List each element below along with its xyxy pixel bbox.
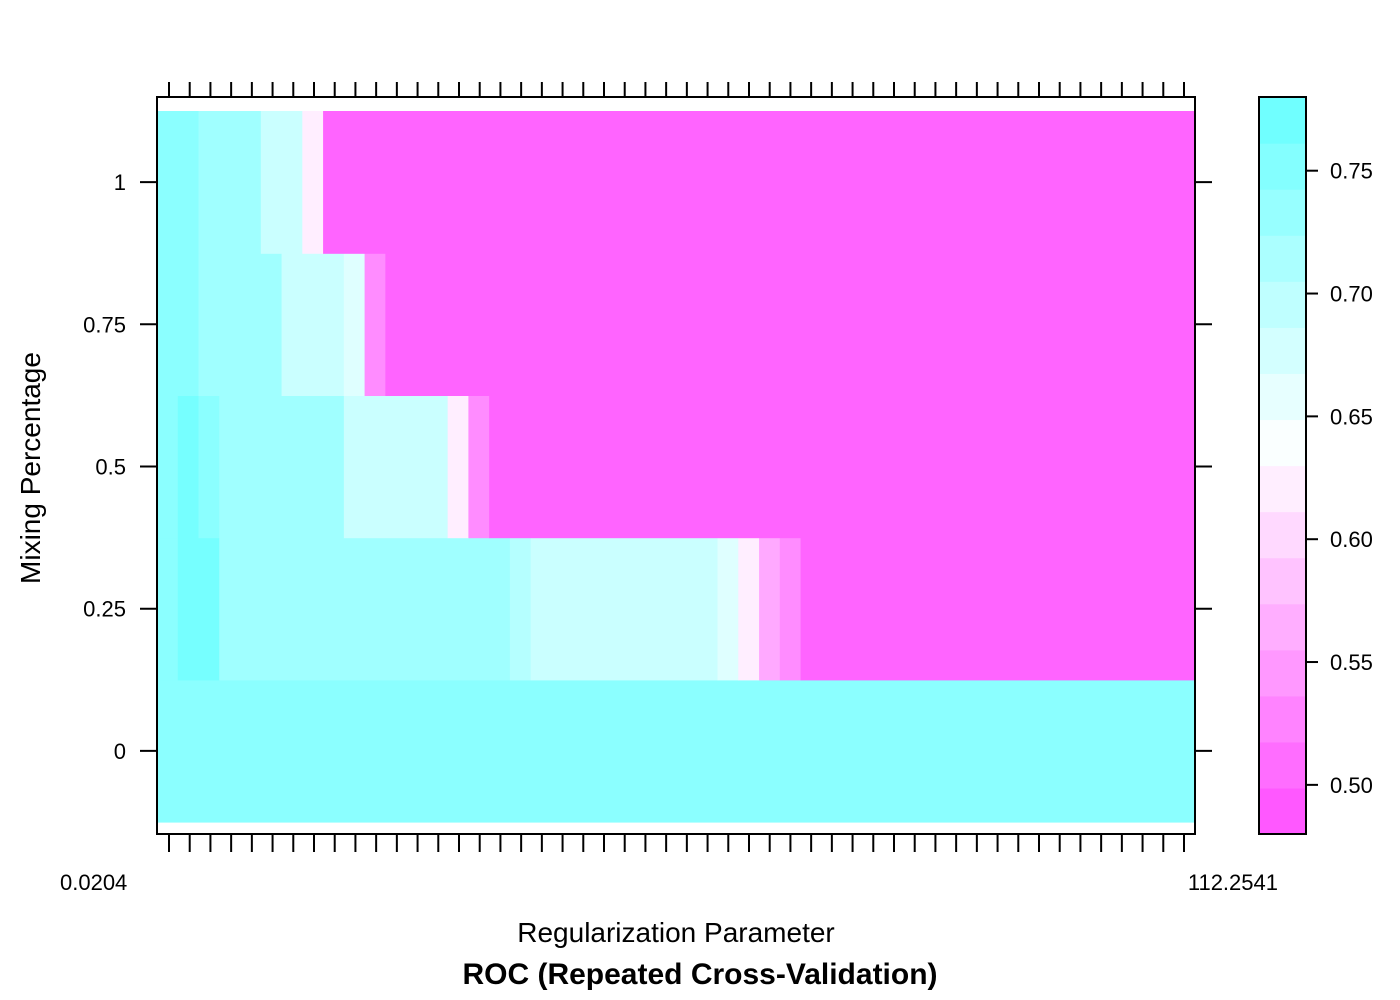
y-axis-ticks — [140, 181, 1212, 752]
heatmap-cell-row2-seg0 — [157, 395, 179, 539]
heatmap-cell-row3-seg4 — [364, 253, 386, 396]
chart-title: ROC (Repeated Cross-Validation) — [462, 958, 937, 991]
heatmap-cell-row2-seg4 — [343, 395, 449, 539]
colorbar-tick-label: 0.60 — [1330, 527, 1373, 552]
colorbar-band — [1259, 235, 1306, 282]
y-axis-title: Mixing Percentage — [15, 352, 46, 584]
heatmap-cell-row1-seg2 — [219, 537, 511, 681]
heatmap-cell-row4-seg0 — [157, 111, 200, 254]
colorbar-band — [1259, 419, 1306, 467]
colorbar-band — [1259, 511, 1306, 559]
colorbar: 0.50 0.55 0.60 0.65 0.70 0.75 — [1258, 96, 1373, 835]
heatmap-cell-row4-seg1 — [198, 111, 262, 254]
heatmap-cell-row1-seg6 — [738, 537, 760, 681]
heatmap-cell-row4-seg3 — [302, 111, 324, 254]
heatmap-cell-row3-seg5 — [385, 253, 1196, 396]
colorbar-tick-label: 0.55 — [1330, 650, 1373, 675]
colorbar-band — [1259, 281, 1306, 328]
x-axis-tick-labels: 0.0204 112.2541 — [60, 870, 1278, 895]
colorbar-band — [1259, 603, 1306, 651]
y-tick-label: 0.75 — [83, 312, 126, 337]
colorbar-band — [1259, 649, 1306, 697]
colorbar-band — [1259, 97, 1306, 144]
heatmap-cell-row4-seg2 — [260, 111, 303, 254]
heatmap-cell-row1-seg7 — [759, 537, 781, 681]
colorbar-tick-label: 0.75 — [1330, 159, 1373, 184]
y-axis-tick-labels: 0 0.25 0.5 0.75 1 — [83, 170, 126, 764]
heatmap-cell-row4-seg4 — [323, 111, 1196, 254]
heatmap-cell-row2-seg7 — [489, 395, 1196, 539]
heatmap-cell-row3-seg0 — [157, 253, 200, 396]
heatmap-cell-row3-seg3 — [343, 253, 366, 396]
y-tick-label: 1 — [114, 170, 126, 195]
heatmap-cell-row1-seg4 — [530, 537, 719, 681]
heatmap-cell-row1-seg8 — [779, 537, 802, 681]
x-tick-label-last: 112.2541 — [1188, 870, 1278, 895]
heatmap-cell-row2-seg5 — [447, 395, 469, 539]
colorbar-band — [1259, 143, 1306, 190]
colorbar-tick-label: 0.70 — [1330, 282, 1373, 307]
y-tick-label: 0.5 — [95, 455, 126, 480]
heatmap-cells — [157, 111, 1196, 823]
heatmap-cell-row0-seg0 — [157, 679, 1196, 823]
colorbar-frame — [1258, 96, 1307, 835]
colorbar-band — [1259, 465, 1306, 513]
colorbar-band — [1259, 373, 1306, 421]
colorbar-band — [1259, 787, 1306, 835]
x-axis-title: Regularization Parameter — [517, 917, 835, 948]
heatmap-cell-row2-seg6 — [468, 395, 490, 539]
heatmap-cell-row3-seg1 — [198, 253, 283, 396]
heatmap-cell-row1-seg0 — [157, 537, 179, 681]
colorbar-tick-label: 0.50 — [1330, 773, 1373, 798]
colorbar-tick-label: 0.65 — [1330, 404, 1373, 429]
heatmap-cell-row2-seg1 — [177, 395, 200, 539]
y-tick-label: 0 — [114, 739, 126, 764]
colorbar-band — [1259, 327, 1306, 374]
x-tick-label-first: 0.0204 — [60, 870, 127, 895]
heatmap-cell-row1-seg5 — [717, 537, 739, 681]
colorbar-band — [1259, 557, 1306, 605]
x-axis-ticks — [168, 82, 1185, 852]
colorbar-band — [1259, 189, 1306, 236]
heatmap-cell-row1-seg1 — [177, 537, 220, 681]
colorbar-band — [1259, 741, 1306, 789]
heatmap-cell-row2-seg3 — [219, 395, 345, 539]
heatmap-cell-row1-seg9 — [800, 537, 1196, 681]
colorbar-band — [1259, 695, 1306, 743]
heatmap-cell-row3-seg2 — [281, 253, 345, 396]
y-tick-label: 0.25 — [83, 597, 126, 622]
heatmap-cell-row2-seg2 — [198, 395, 220, 539]
heatmap-cell-row1-seg3 — [509, 537, 532, 681]
